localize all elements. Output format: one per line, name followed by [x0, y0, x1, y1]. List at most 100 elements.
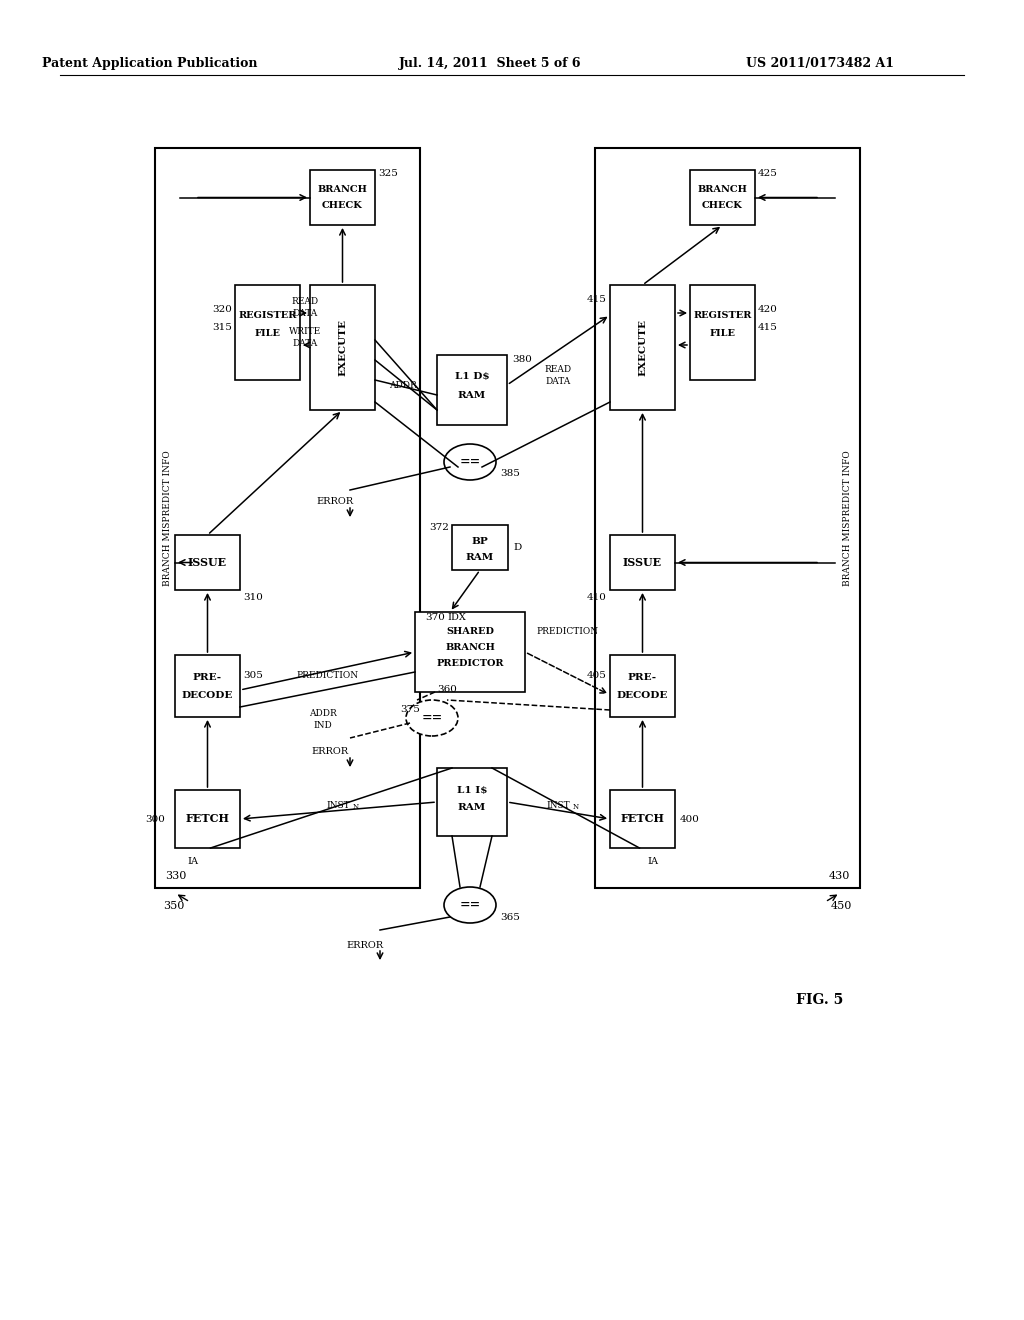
- Text: N: N: [352, 803, 358, 810]
- Text: 425: 425: [758, 169, 778, 177]
- Text: RAM: RAM: [458, 804, 486, 813]
- Text: DATA: DATA: [293, 339, 317, 348]
- Text: ==: ==: [460, 455, 480, 469]
- Text: 420: 420: [758, 305, 778, 314]
- Text: 370: 370: [425, 612, 444, 622]
- Text: ==: ==: [460, 899, 480, 912]
- Text: FETCH: FETCH: [185, 813, 229, 825]
- Bar: [310, 285, 375, 411]
- Text: FIG. 5: FIG. 5: [797, 993, 844, 1007]
- Bar: [595, 148, 860, 888]
- Text: INST: INST: [327, 800, 350, 809]
- Text: 330: 330: [165, 871, 186, 880]
- Bar: [437, 768, 507, 836]
- Text: PREDICTION: PREDICTION: [296, 671, 358, 680]
- Text: 365: 365: [500, 912, 520, 921]
- Text: ==: ==: [421, 711, 442, 725]
- Text: ERROR: ERROR: [316, 498, 353, 507]
- Text: 372: 372: [429, 524, 449, 532]
- Text: 450: 450: [830, 902, 852, 911]
- Text: EXECUTE: EXECUTE: [338, 319, 347, 376]
- Text: ERROR: ERROR: [311, 747, 348, 756]
- Text: ADDR: ADDR: [308, 709, 336, 718]
- Text: 300: 300: [145, 814, 165, 824]
- Bar: [610, 285, 675, 411]
- Text: WRITE: WRITE: [289, 327, 322, 337]
- Text: PREDICTOR: PREDICTOR: [436, 660, 504, 668]
- Bar: [610, 655, 675, 717]
- Text: 375: 375: [400, 705, 420, 714]
- Text: DATA: DATA: [293, 309, 317, 318]
- Text: IA: IA: [187, 858, 198, 866]
- Text: BRANCH: BRANCH: [445, 644, 495, 652]
- Text: READ: READ: [545, 366, 572, 375]
- Text: 360: 360: [437, 685, 457, 694]
- Bar: [415, 612, 525, 692]
- Bar: [610, 535, 675, 590]
- Text: DECODE: DECODE: [616, 690, 669, 700]
- Text: US 2011/0173482 A1: US 2011/0173482 A1: [746, 57, 894, 70]
- Text: PRE-: PRE-: [193, 672, 222, 681]
- Text: 400: 400: [680, 814, 699, 824]
- Text: FETCH: FETCH: [621, 813, 665, 825]
- Text: 415: 415: [758, 322, 778, 331]
- Text: READ: READ: [292, 297, 318, 305]
- Ellipse shape: [444, 444, 496, 480]
- Text: 405: 405: [587, 672, 607, 681]
- Text: 350: 350: [163, 902, 184, 911]
- Text: N: N: [572, 803, 579, 810]
- Text: L1 I$: L1 I$: [457, 785, 487, 795]
- Text: RAM: RAM: [466, 553, 495, 561]
- Text: Jul. 14, 2011  Sheet 5 of 6: Jul. 14, 2011 Sheet 5 of 6: [398, 57, 582, 70]
- Text: ERROR: ERROR: [346, 940, 384, 949]
- Bar: [175, 535, 240, 590]
- Text: ADDR: ADDR: [389, 380, 417, 389]
- Text: IDX: IDX: [447, 612, 466, 622]
- Text: 325: 325: [378, 169, 398, 177]
- Text: 315: 315: [212, 322, 232, 331]
- Text: INST: INST: [547, 800, 570, 809]
- Text: SHARED: SHARED: [446, 627, 494, 636]
- Bar: [155, 148, 420, 888]
- Text: RAM: RAM: [458, 391, 486, 400]
- Text: D: D: [513, 543, 521, 552]
- Ellipse shape: [406, 700, 458, 737]
- Bar: [175, 789, 240, 847]
- Text: CHECK: CHECK: [323, 202, 362, 210]
- Bar: [690, 285, 755, 380]
- Text: ISSUE: ISSUE: [188, 557, 227, 568]
- Text: FILE: FILE: [255, 329, 281, 338]
- Text: IND: IND: [313, 721, 332, 730]
- Text: FILE: FILE: [710, 329, 735, 338]
- Text: BRANCH MISPREDICT INFO: BRANCH MISPREDICT INFO: [843, 450, 852, 586]
- Text: Patent Application Publication: Patent Application Publication: [42, 57, 258, 70]
- Text: BP: BP: [472, 536, 488, 545]
- Text: 430: 430: [828, 871, 850, 880]
- Ellipse shape: [444, 887, 496, 923]
- Text: 320: 320: [212, 305, 232, 314]
- Text: BRANCH MISPREDICT INFO: BRANCH MISPREDICT INFO: [164, 450, 172, 586]
- Text: REGISTER: REGISTER: [239, 310, 297, 319]
- Bar: [610, 789, 675, 847]
- Text: EXECUTE: EXECUTE: [638, 319, 647, 376]
- Text: DATA: DATA: [546, 378, 571, 387]
- Text: ISSUE: ISSUE: [623, 557, 663, 568]
- Text: IA: IA: [647, 858, 658, 866]
- Text: PRE-: PRE-: [628, 672, 657, 681]
- Text: REGISTER: REGISTER: [693, 310, 752, 319]
- Text: 415: 415: [587, 296, 607, 305]
- Text: 385: 385: [500, 470, 520, 479]
- Bar: [234, 285, 300, 380]
- Bar: [690, 170, 755, 224]
- Text: PREDICTION: PREDICTION: [537, 627, 599, 636]
- Text: BRANCH: BRANCH: [697, 186, 748, 194]
- Text: DECODE: DECODE: [182, 690, 233, 700]
- Text: 305: 305: [243, 672, 263, 681]
- Text: CHECK: CHECK: [702, 202, 742, 210]
- Bar: [452, 525, 508, 570]
- Bar: [310, 170, 375, 224]
- Text: 410: 410: [587, 594, 607, 602]
- Text: 380: 380: [512, 355, 531, 364]
- Text: 310: 310: [243, 594, 263, 602]
- Text: BRANCH: BRANCH: [317, 186, 368, 194]
